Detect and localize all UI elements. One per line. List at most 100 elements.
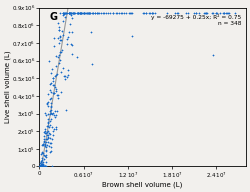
Point [56,96,60,99]
Point [67,12,71,15]
Point [54,87,58,90]
Point [44,131,48,134]
Point [82,12,86,15]
Point [80,12,84,15]
Point [46,121,50,124]
Point [88,12,92,15]
Point [57,28,61,31]
X-axis label: Brown shell volume (L): Brown shell volume (L) [102,181,183,188]
Point [42,130,46,133]
Point [41,165,45,168]
Point [44,141,48,144]
Point [106,12,110,15]
Point [39,165,43,168]
Point [76,12,80,15]
Point [48,123,52,127]
Point [68,12,72,15]
Point [44,137,48,140]
Point [42,165,46,168]
Point [148,12,152,15]
Point [43,129,47,132]
Point [41,143,45,146]
Point [49,111,53,114]
Point [78,12,82,15]
Point [49,72,53,75]
Point [72,12,76,15]
Point [61,12,65,15]
Point [204,12,208,15]
Point [44,111,48,114]
Point [233,12,237,15]
Point [59,90,63,93]
Point [42,143,46,146]
Point [46,140,50,143]
Point [57,42,61,45]
Point [38,165,42,168]
Point [38,165,42,168]
Point [52,92,56,95]
Point [42,165,46,168]
Point [102,12,106,15]
Point [38,165,42,168]
Point [81,12,85,15]
Point [38,153,42,156]
Point [54,65,58,68]
Point [67,12,71,15]
Point [51,76,55,79]
Point [76,12,80,15]
Point [78,12,82,15]
Point [62,74,66,77]
Point [192,12,196,15]
Point [43,128,47,131]
Point [42,140,46,143]
Point [150,12,154,15]
Point [60,38,64,41]
Point [224,12,228,15]
Point [175,12,179,15]
Point [227,12,231,15]
Point [222,12,226,15]
Point [44,146,48,149]
Point [48,150,52,153]
Point [86,12,89,15]
Point [69,12,73,15]
Point [48,96,52,99]
Point [40,163,44,166]
Point [51,79,55,82]
Point [39,162,43,165]
Point [45,144,49,147]
Point [54,114,58,117]
Point [72,12,76,15]
Point [49,104,53,107]
Point [62,12,66,15]
Point [64,12,68,15]
Point [104,12,108,15]
Point [152,12,156,15]
Point [67,12,71,15]
Point [48,91,52,94]
Point [42,165,46,168]
Point [41,161,45,164]
Point [194,12,198,15]
Point [50,67,54,70]
Point [38,161,42,164]
Point [184,12,188,15]
Point [58,35,62,38]
Point [101,12,105,15]
Point [94,12,98,15]
Point [226,12,230,15]
Point [204,12,208,15]
Point [65,42,69,45]
Point [39,165,43,168]
Point [58,59,62,62]
Point [40,162,44,165]
Point [38,165,42,168]
Point [49,112,53,115]
Point [69,42,73,46]
Point [51,76,55,79]
Text: y = -69275 + 0.25x; R² = 0.75
n = 348: y = -69275 + 0.25x; R² = 0.75 n = 348 [152,14,242,26]
Point [56,36,60,39]
Point [130,34,134,37]
Point [44,161,48,164]
Point [40,165,44,168]
